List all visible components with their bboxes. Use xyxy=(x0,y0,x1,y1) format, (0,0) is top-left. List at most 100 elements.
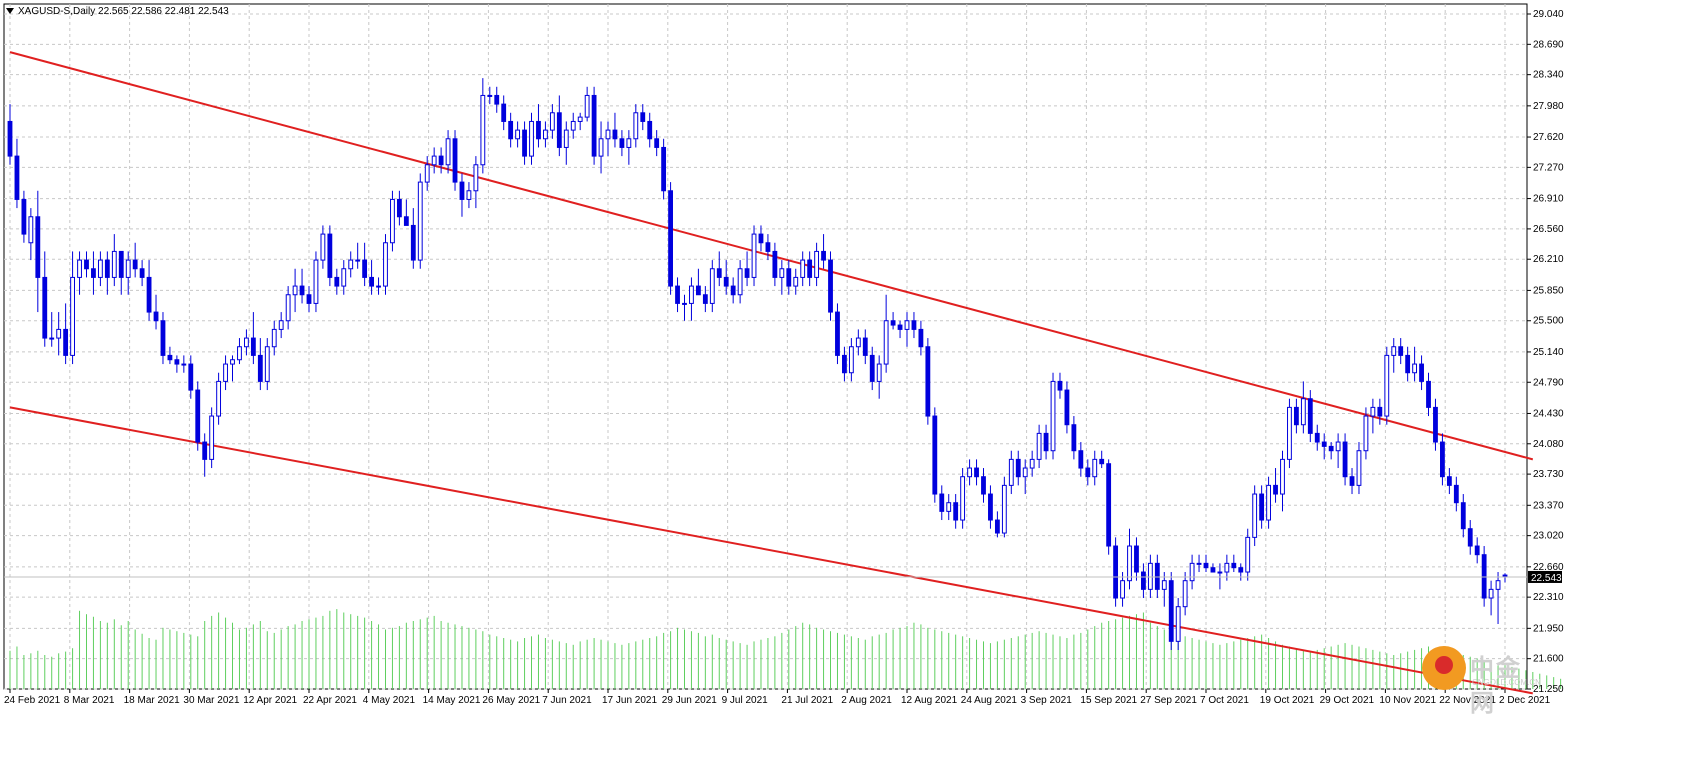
candle-body-bull xyxy=(1036,432,1042,460)
candle-body-bull xyxy=(793,276,799,287)
x-tick-label: 22 Nov 2021 xyxy=(1439,695,1496,706)
candle xyxy=(1412,346,1418,382)
candle xyxy=(1196,554,1202,573)
candle-body-bull xyxy=(223,363,228,382)
x-tick-label: 24 Aug 2021 xyxy=(961,695,1018,706)
candle-body-bull xyxy=(285,294,291,322)
candle-body-bull xyxy=(473,164,479,192)
candle-body-bear xyxy=(842,354,847,374)
candle-body-bull xyxy=(1412,363,1418,374)
candle-body-bear xyxy=(1043,432,1049,452)
candle-body-bull xyxy=(626,138,632,148)
candle-body-bull xyxy=(1300,398,1306,426)
candle xyxy=(14,138,20,209)
candle-body-bear xyxy=(167,354,173,361)
candle-body-bear xyxy=(1349,476,1355,486)
candle-body-bear xyxy=(640,112,646,122)
candle xyxy=(181,355,187,373)
candle-body-bear xyxy=(84,259,89,270)
candle-body-bear xyxy=(953,502,959,521)
candle xyxy=(223,355,228,391)
candle xyxy=(63,303,69,365)
candle xyxy=(702,286,708,313)
candle-body-bull xyxy=(779,268,785,278)
candle xyxy=(1217,563,1223,590)
candle-body-bear xyxy=(1446,476,1452,486)
candle xyxy=(1134,537,1139,581)
candle xyxy=(786,260,792,295)
candle-body-bull xyxy=(848,346,854,374)
candle xyxy=(869,346,875,391)
candle-body-bull xyxy=(1182,580,1188,608)
candle xyxy=(35,190,41,313)
candle-body-bear xyxy=(897,324,903,330)
candle-body-bull xyxy=(1001,484,1007,534)
candle-body-bull xyxy=(549,112,555,131)
candle-body-bear xyxy=(1481,554,1487,599)
x-tick-label: 21 Jul 2021 xyxy=(781,695,833,706)
candle-body-bull xyxy=(1050,380,1056,452)
x-tick-label: 12 Aug 2021 xyxy=(901,695,958,706)
candle-body-bear xyxy=(994,519,1000,534)
collapse-triangle-icon[interactable] xyxy=(6,8,14,15)
candle xyxy=(1203,554,1209,573)
candle-body-bear xyxy=(1273,484,1278,495)
time-axis[interactable]: 24 Feb 2021 8 Mar 2021 18 Mar 2021 30 Mar 2… xyxy=(4,689,1551,706)
candle-body-bull xyxy=(737,268,743,296)
candle-body-bull xyxy=(1370,406,1376,417)
candle xyxy=(695,268,701,296)
candle xyxy=(1099,450,1105,469)
candle-body-bear xyxy=(1168,580,1174,642)
candle-body-bear xyxy=(835,311,840,356)
candle xyxy=(682,294,687,321)
x-tick-label: 17 Jun 2021 xyxy=(602,695,657,706)
candle xyxy=(570,112,576,139)
candle xyxy=(278,312,284,339)
candle xyxy=(967,459,972,486)
candle-body-bear xyxy=(139,268,145,278)
candle xyxy=(716,251,722,287)
y-tick-label: 22.310 xyxy=(1533,592,1564,603)
candle xyxy=(598,121,604,174)
candle-body-bear xyxy=(202,441,208,460)
candle xyxy=(292,268,298,313)
candle-body-bear xyxy=(918,328,924,348)
candle xyxy=(793,268,799,295)
candle xyxy=(821,234,826,269)
candle xyxy=(737,260,743,304)
candle xyxy=(939,485,945,521)
candle xyxy=(1314,424,1320,451)
candle-body-bull xyxy=(1245,536,1251,573)
candle xyxy=(424,156,430,191)
y-tick-label: 26.560 xyxy=(1533,224,1564,235)
candle-body-bull xyxy=(577,116,583,122)
candle-body-bear xyxy=(932,415,938,495)
candle-body-bull xyxy=(876,363,882,382)
candle-body-bull xyxy=(967,467,972,478)
x-tick-label: 29 Jun 2021 xyxy=(662,695,717,706)
candle xyxy=(1453,476,1459,512)
candle-body-bear xyxy=(1057,380,1063,391)
candle-body-bull xyxy=(341,268,347,287)
x-tick-label: 29 Oct 2021 xyxy=(1320,695,1375,706)
candle-body-bull xyxy=(56,328,62,339)
candle-body-bull xyxy=(271,328,277,348)
candle-body-bear xyxy=(1426,380,1431,408)
candle xyxy=(320,225,326,269)
price-axis[interactable]: 29.040 28.690 28.340 27.980 27.620 27.270 26.9… xyxy=(1527,9,1564,695)
candle-body-bull xyxy=(209,415,215,460)
candle-body-bear xyxy=(1293,406,1299,426)
candle-body-bull xyxy=(1092,458,1098,478)
candle-body-bull xyxy=(230,359,235,365)
candle-body-bear xyxy=(438,155,444,166)
candle xyxy=(751,225,757,287)
y-tick-label: 24.430 xyxy=(1533,408,1564,419)
candle xyxy=(466,182,472,209)
candle-body-bull xyxy=(1252,493,1258,538)
candle xyxy=(257,338,263,391)
candle xyxy=(800,251,806,287)
candle-body-bear xyxy=(821,250,826,261)
candle-body-bull xyxy=(77,259,82,278)
candle-body-bear xyxy=(661,146,667,192)
